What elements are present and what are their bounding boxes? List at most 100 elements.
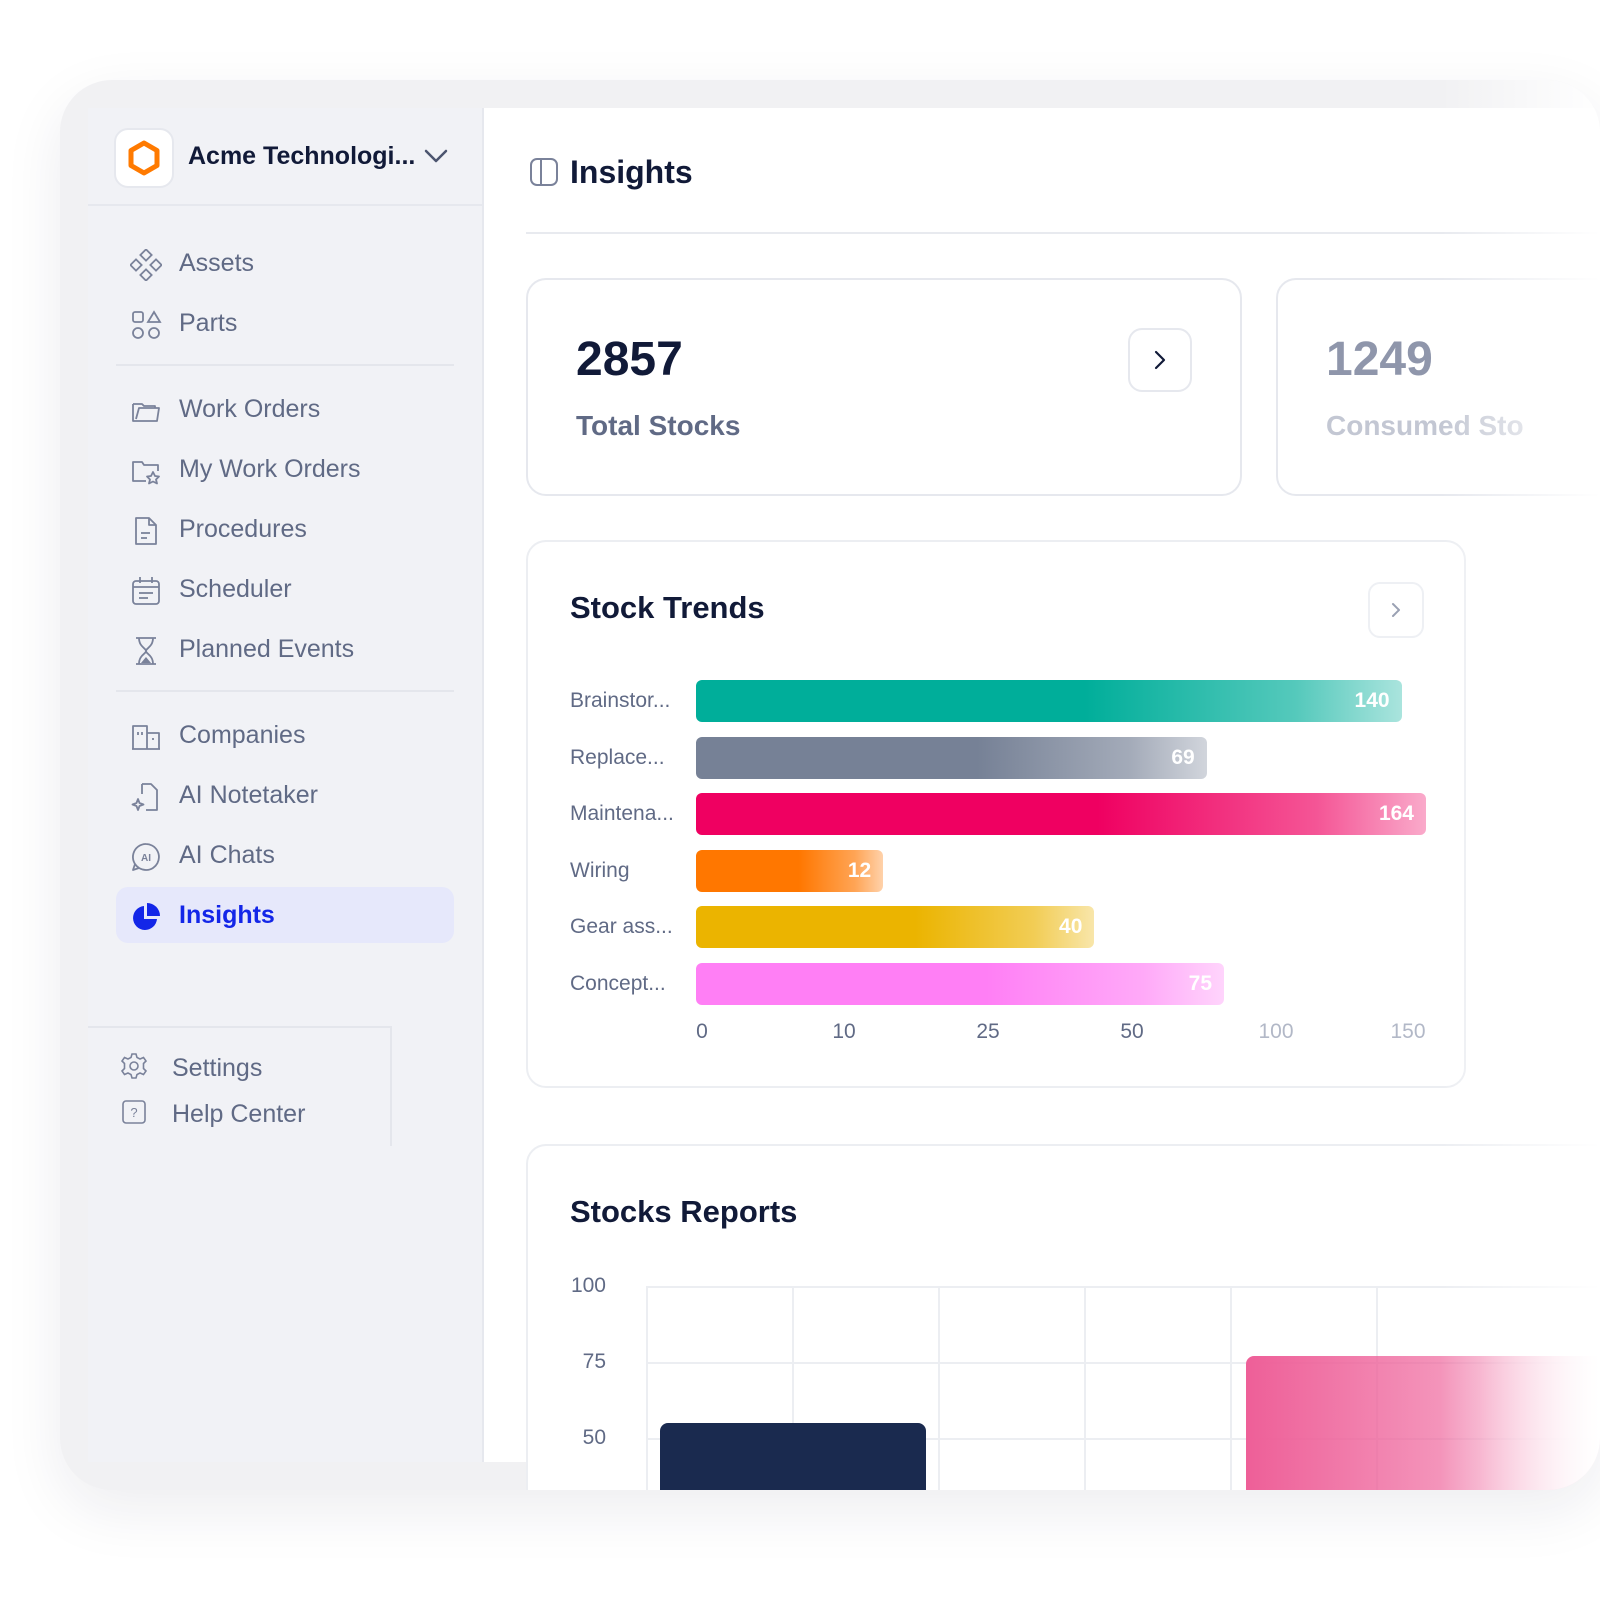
sidebar-item-label: AI Notetaker [179,781,318,809]
ai-chat-icon: AI [132,843,160,871]
sidebar-item-my-work-orders[interactable]: My Work Orders [116,441,454,497]
panel-title: Stock Trends [570,590,765,625]
sidebar-item-label: Companies [179,721,306,749]
grid-line [938,1286,940,1490]
app-frame: Acme Technologi... Assets [60,80,1600,1490]
sidebar-divider [116,364,454,366]
pie-chart-icon [133,903,160,930]
bar[interactable] [696,849,884,892]
x-tick-label: 10 [832,1020,856,1043]
sidebar-item-ai-chats[interactable]: AI AI Chats [116,827,454,883]
bar-category-label: Concept... [570,971,666,995]
sidebar-item-scheduler[interactable]: Scheduler [116,561,454,617]
svg-text:AI: AI [141,853,151,864]
bar-value-label: 164 [1378,802,1414,825]
stat-label: Consumed Sto [1326,410,1524,441]
sidebar-item-label: Insights [179,901,275,929]
bar-value-label: 12 [847,858,872,882]
sidebar-item-insights[interactable]: Insights [116,887,454,943]
sidebar-item-planned-events[interactable]: Planned Events [116,621,454,677]
org-name: Acme Technologi... [188,142,416,170]
report-bar[interactable] [660,1422,926,1490]
x-tick-label: 50 [1120,1020,1144,1043]
building-icon [132,725,160,750]
svg-text:?: ? [130,1105,137,1120]
sidebar-item-label: Parts [179,309,238,337]
sidebar-footer: Settings ? Help Center [88,1026,392,1146]
gear-icon [120,1053,148,1079]
sidebar-item-label: AI Chats [179,841,275,869]
header-divider [526,232,1600,234]
folder-star-icon [132,461,160,485]
stocks-reports-panel: Stocks Reports 100 75 50 [526,1144,1600,1490]
bar-value-label: 75 [1188,971,1212,995]
panel-open-button[interactable] [1368,582,1424,638]
sidebar-item-label: Planned Events [179,635,355,663]
hexagon-logo-icon [128,140,160,176]
sidebar: Acme Technologi... Assets [88,108,482,1462]
stat-open-button[interactable] [1128,328,1192,392]
document-icon [135,517,157,545]
panel-title: Stocks Reports [570,1194,798,1229]
grid-line [792,1286,794,1490]
bar-category-label: Wiring [570,858,630,882]
sidebar-item-label: Procedures [179,515,307,543]
sidebar-divider [116,690,454,692]
stat-value: 2857 [576,333,683,386]
stat-label: Total Stocks [576,410,741,441]
y-tick-label: 75 [582,1350,606,1373]
sidebar-item-label: My Work Orders [179,455,361,483]
x-tick-label: 25 [976,1020,1000,1043]
folder-icon [132,403,160,422]
shapes-icon [132,310,162,339]
bar[interactable] [696,680,1402,722]
chevron-right-icon [1392,603,1400,617]
bar-category-label: Gear ass... [570,915,673,938]
sidebar-item-label: Assets [179,249,255,277]
stock-trends-panel: Stock Trends Brainstor... 140 Replace... 69… [526,540,1466,1088]
grid-line [646,1362,1600,1364]
chevron-down-icon[interactable] [422,146,450,166]
grid-line [646,1286,1600,1288]
bar-value-label: 69 [1171,745,1195,769]
x-tick-label: 0 [696,1020,708,1043]
bar-value-label: 140 [1354,689,1390,712]
bar[interactable] [696,793,1426,835]
ai-note-icon [131,783,158,811]
y-tick-label: 100 [570,1274,606,1297]
report-bar[interactable] [1246,1355,1600,1490]
bar-category-label: Replace... [570,745,665,769]
sidebar-item-ai-notetaker[interactable]: AI Notetaker [116,767,454,823]
sidebar-item-companies[interactable]: Companies [116,707,454,763]
bar-value-label: 40 [1059,915,1083,938]
chevron-right-icon [1154,350,1166,370]
grid-line [1230,1286,1232,1490]
grid-line [646,1286,648,1490]
bar-category-label: Maintena... [570,802,674,825]
sidebar-item-label: Scheduler [179,575,292,603]
bar[interactable] [696,906,1095,948]
help-icon: ? [122,1100,146,1124]
stat-value: 1249 [1326,333,1433,386]
sidebar-toggle-icon[interactable] [528,156,560,188]
org-switcher[interactable]: Acme Technologi... [88,108,482,206]
sidebar-item-procedures[interactable]: Procedures [116,501,454,557]
sidebar-item-label: Settings [172,1054,263,1082]
hourglass-icon [136,637,156,665]
bar[interactable] [696,736,1207,779]
sidebar-item-label: Work Orders [179,395,321,423]
org-logo [114,128,174,188]
y-tick-label: 50 [582,1426,606,1449]
stat-card-total-stocks: 2857 Total Stocks [526,278,1242,496]
grid-line [1084,1286,1086,1490]
sidebar-item-parts[interactable]: Parts [116,295,454,351]
bar[interactable] [696,962,1224,1005]
sidebar-item-label: Help Center [172,1100,306,1128]
sidebar-item-work-orders[interactable]: Work Orders [116,381,454,437]
sidebar-item-assets[interactable]: Assets [116,235,454,291]
page-title: Insights [570,154,693,190]
x-tick-label: 100 [1258,1020,1294,1043]
x-tick-label: 150 [1390,1020,1426,1043]
main-content: Insights 2857 Total Stocks 1249 Consumed… [482,108,1600,1490]
grid-line [646,1438,1600,1440]
